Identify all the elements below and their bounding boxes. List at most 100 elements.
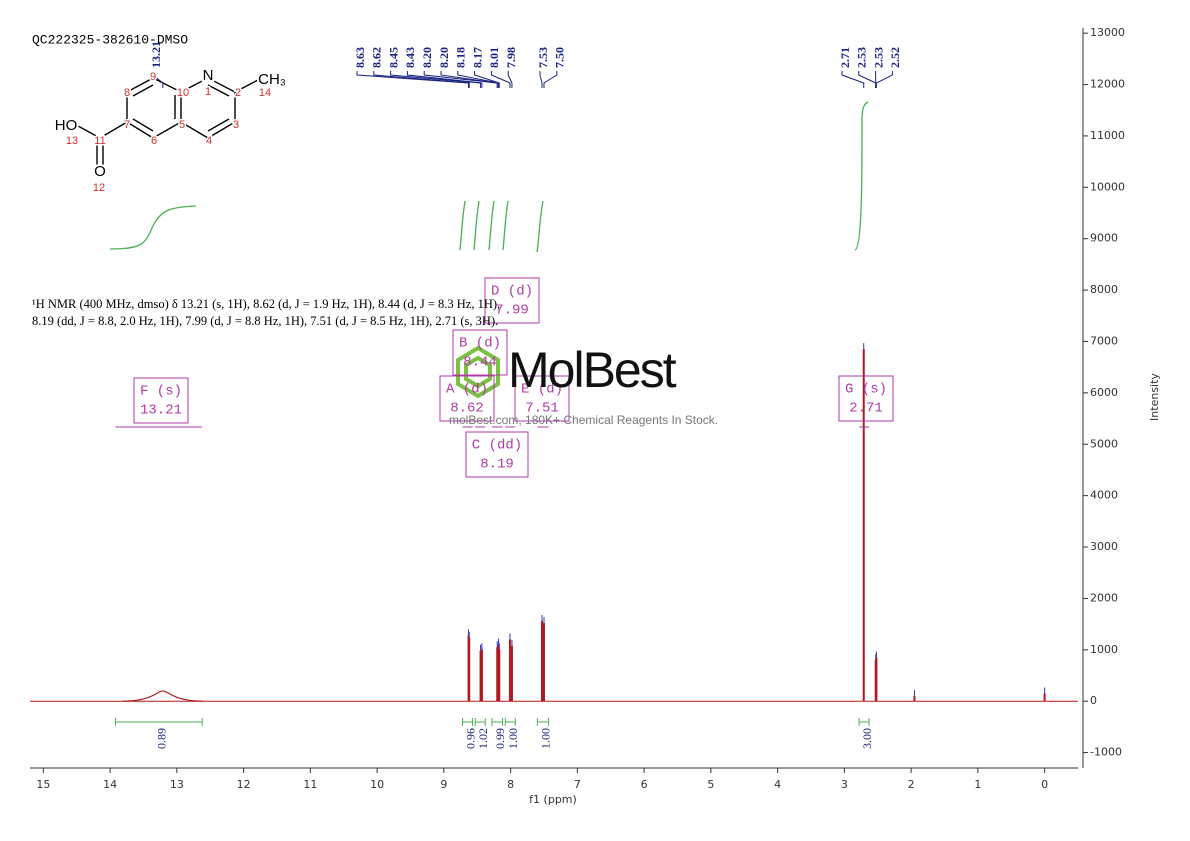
atom-number: 8	[124, 87, 130, 99]
peak-label-connector	[373, 71, 470, 88]
atom-number: 9	[150, 71, 156, 83]
multiplet-box	[452, 329, 508, 376]
y-tick-label: 6000	[1090, 386, 1118, 399]
peak-label-connector	[457, 71, 500, 88]
peak-label-connector	[152, 71, 164, 88]
x-tick-label: 12	[237, 778, 251, 791]
multiplet-box	[133, 377, 189, 424]
y-tick-label: 7000	[1090, 334, 1118, 347]
peak-label: 8.62	[370, 47, 384, 68]
multiplet-label: C (dd)	[472, 438, 522, 454]
peak-label-connector	[539, 71, 543, 88]
x-tick-label: 9	[440, 778, 447, 791]
x-tick-label: 11	[303, 778, 317, 791]
peak-label-connector	[507, 71, 513, 88]
peak-label-connector	[490, 71, 511, 88]
x-tick-label: 13	[170, 778, 184, 791]
peak-label: 2.52	[888, 47, 902, 68]
atom-number: 3	[233, 119, 239, 131]
atom-label: HO	[55, 117, 78, 134]
peak-label: 8.17	[470, 47, 484, 68]
chart-title: QC222325-382610-DMSO	[32, 32, 188, 47]
peak-label-connector	[406, 71, 483, 88]
y-tick-label: 9000	[1090, 232, 1118, 245]
peak-label: 8.63	[353, 47, 367, 68]
atom-number: 11	[94, 135, 105, 147]
peak-label-connector	[543, 71, 558, 88]
integral-label: 3.00	[860, 728, 874, 749]
y-tick-label: 4000	[1090, 489, 1118, 502]
watermark-brand: MolBest	[508, 342, 677, 398]
integral-label: 0.96	[463, 728, 477, 749]
peak-label: 7.53	[536, 47, 550, 68]
multiplet-box	[838, 375, 894, 422]
x-tick-label: 6	[641, 778, 648, 791]
x-tick-label: 2	[908, 778, 915, 791]
peak-label: 2.71	[838, 47, 852, 68]
multiplet-box	[439, 375, 495, 422]
y-tick-label: 12000	[1090, 78, 1125, 91]
x-tick-label: 14	[103, 778, 117, 791]
peak-label: 2.53	[855, 47, 869, 68]
multiplet-box	[514, 375, 570, 422]
peak-label: 8.20	[420, 47, 434, 68]
y-tick-label: 2000	[1090, 591, 1118, 604]
atom-number: 4	[206, 135, 212, 147]
peak-label-connector	[356, 71, 470, 88]
x-tick-label: 4	[774, 778, 781, 791]
peak-label: 8.18	[454, 47, 468, 68]
peak-label-connector	[858, 71, 877, 88]
peak-label: 8.01	[487, 47, 501, 68]
x-axis-label: f1 (ppm)	[529, 793, 577, 806]
multiplet-shift: 8.19	[480, 457, 514, 473]
peak-label-connector	[474, 71, 500, 88]
x-tick-label: 3	[841, 778, 848, 791]
x-tick-label: 0	[1041, 778, 1048, 791]
multiplet-label: A (d)	[446, 382, 488, 398]
y-tick-label: 0	[1090, 694, 1097, 707]
x-tick-label: 1	[974, 778, 981, 791]
atom-number: 13	[66, 135, 78, 147]
multiplet-shift: 2.71	[849, 401, 883, 417]
peak-label-connector	[423, 71, 498, 88]
atom-number: 6	[151, 135, 157, 147]
peak-label: 8.20	[437, 47, 451, 68]
peak-label: 2.53	[871, 47, 885, 68]
multiplet-label: B (d)	[459, 336, 501, 352]
y-tick-label: 8000	[1090, 283, 1118, 296]
peak-label: 8.45	[386, 47, 400, 68]
peak-label-connector	[390, 71, 482, 88]
peak-label: 7.50	[553, 47, 567, 68]
multiplet-shift: 8.44	[463, 355, 497, 371]
y-tick-label: 1000	[1090, 643, 1118, 656]
atom-number: 14	[259, 87, 271, 99]
peak-label: 13.21	[149, 41, 163, 68]
structure-bonds	[77, 77, 259, 165]
peak-label: 8.43	[403, 47, 417, 68]
multiplet-label: D (d)	[491, 284, 533, 300]
x-tick-label: 15	[36, 778, 50, 791]
x-tick-label: 8	[507, 778, 514, 791]
multiplet-box	[484, 277, 540, 324]
atom-label: CH₃	[258, 71, 286, 88]
atom-label: N	[203, 67, 214, 84]
integral-label: 0.89	[155, 728, 169, 749]
x-tick-label: 10	[370, 778, 384, 791]
x-tick-label: 7	[574, 778, 581, 791]
peak-label-connector	[875, 71, 893, 88]
peak-label: 7.98	[504, 47, 518, 68]
integral-label: 1.02	[476, 728, 490, 749]
atom-number: 2	[235, 87, 241, 99]
watermark-tagline: molBest.com, 180K+ Chemical Reagents In …	[449, 413, 718, 427]
y-tick-label: 3000	[1090, 540, 1118, 553]
integral-label: 0.99	[493, 728, 507, 749]
integral-label: 1.00	[539, 728, 553, 749]
atom-number: 5	[179, 119, 185, 131]
peak-label-connector	[440, 71, 498, 88]
multiplet-shift: 7.51	[525, 401, 559, 417]
y-tick-label: 10000	[1090, 180, 1125, 193]
atom-number: 1	[205, 86, 211, 98]
atom-label: O	[94, 163, 106, 180]
y-tick-label: 11000	[1090, 129, 1125, 142]
